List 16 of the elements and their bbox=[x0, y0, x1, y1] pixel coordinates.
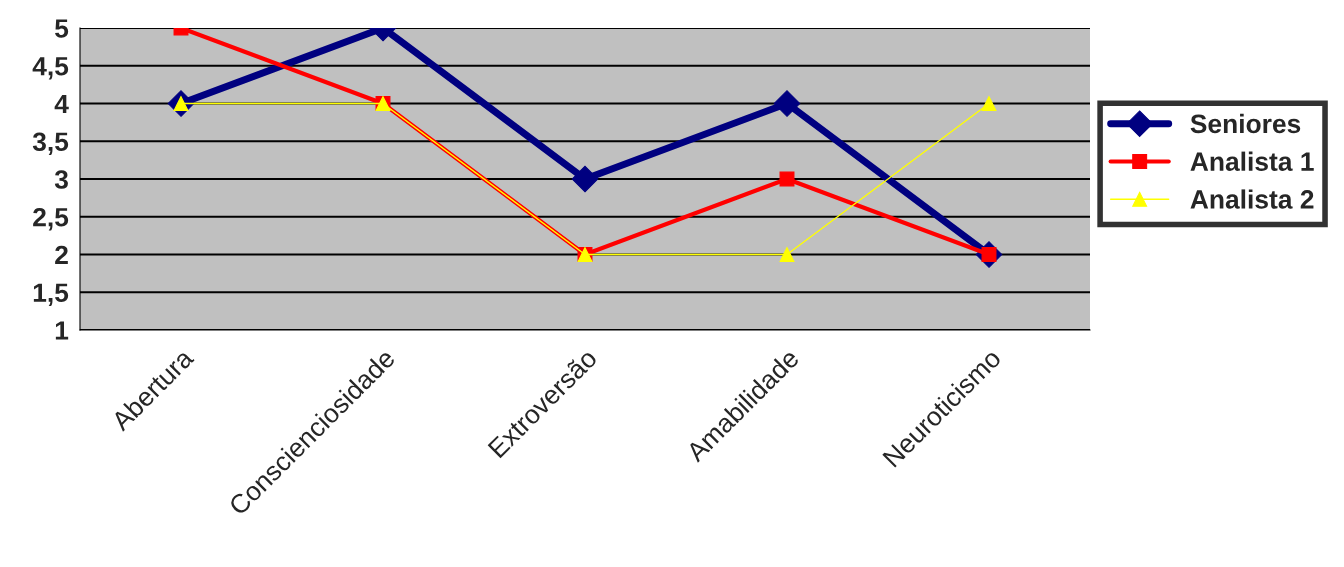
y-tick-label: 2 bbox=[55, 245, 68, 265]
y-tick-label: 2,5 bbox=[33, 207, 69, 231]
legend-label: Analista 1 bbox=[1190, 151, 1314, 171]
point bbox=[779, 247, 795, 262]
y-tick-label: 4 bbox=[54, 94, 69, 114]
point bbox=[981, 96, 997, 111]
y-tick-label: 1,5 bbox=[33, 283, 69, 306]
point bbox=[773, 90, 801, 117]
y-tick-label: 3 bbox=[54, 170, 68, 189]
y-tick-label: 1 bbox=[55, 321, 69, 340]
y-tick-label: 3,5 bbox=[32, 132, 69, 155]
point bbox=[571, 165, 599, 193]
y-tick-label: 4,5 bbox=[32, 57, 69, 80]
legend-label: Analista 2 bbox=[1190, 189, 1314, 209]
legend-label: Seniores bbox=[1190, 113, 1301, 134]
y-tick-label: 5 bbox=[55, 19, 69, 38]
